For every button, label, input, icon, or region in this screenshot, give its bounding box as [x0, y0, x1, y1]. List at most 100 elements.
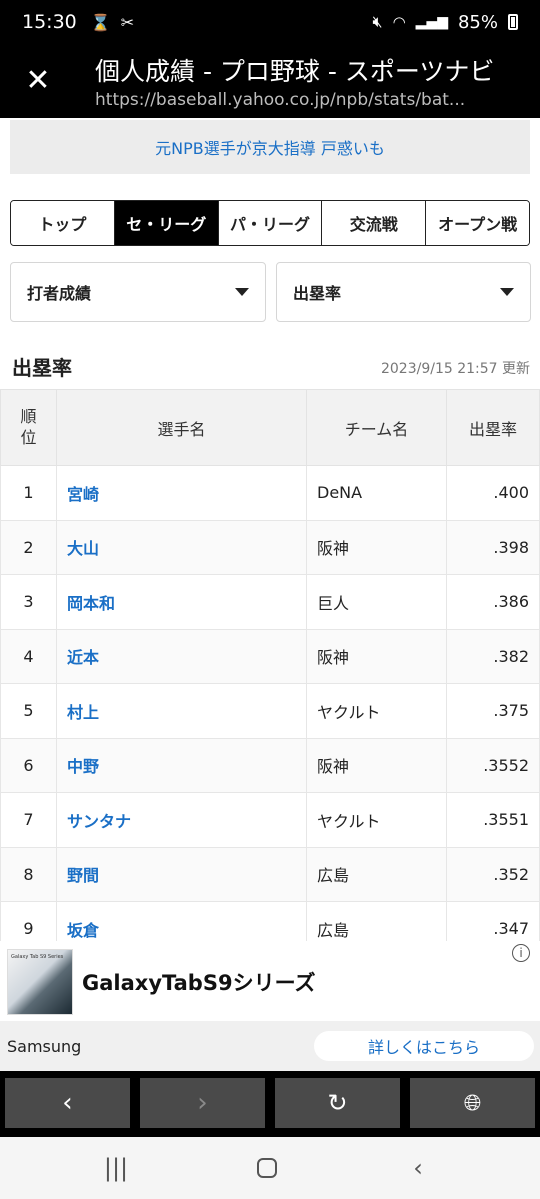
wifi-icon: ◠	[392, 13, 406, 31]
battery-icon	[508, 14, 518, 30]
rank-cell: 9	[0, 901, 57, 941]
back-button[interactable]: ‹	[5, 1078, 130, 1128]
forward-button[interactable]: ›	[140, 1078, 265, 1128]
stats-table: 順位 選手名 チーム名 出塁率 1 宮崎 DeNA .400 2 大山 阪神 .…	[0, 389, 540, 941]
rank-cell: 5	[0, 683, 57, 739]
stat-select[interactable]: 出塁率	[276, 262, 531, 322]
ad-headline[interactable]: GalaxyTabS9シリーズ	[82, 971, 316, 995]
stat-select-value: 出塁率	[293, 284, 342, 303]
updated-timestamp: 2023/9/15 21:57 更新	[380, 361, 530, 377]
player-link[interactable]: 中野	[67, 757, 100, 777]
ad-info-icon[interactable]: i	[512, 944, 530, 962]
table-row: 4 近本 阪神 .382	[0, 628, 540, 684]
hourglass-icon: ⌛	[90, 12, 111, 32]
browser-title-bar: ✕ 個人成績 - プロ野球 - スポーツナビ https://baseball.…	[0, 44, 540, 118]
team-cell: DeNA	[306, 465, 447, 521]
player-cell: 大山	[56, 519, 307, 575]
ad-footer: Samsung 詳しくはこちら	[0, 1021, 540, 1071]
player-cell: 坂倉	[56, 901, 307, 941]
player-link[interactable]: 宮崎	[67, 484, 100, 504]
obp-cell: .352	[446, 846, 540, 902]
ad-image-caption: Galaxy Tab S9 Series	[11, 954, 64, 960]
caret-down-icon	[500, 288, 514, 296]
scissors-icon: ✂	[120, 12, 135, 32]
battery-level: 85%	[457, 11, 498, 33]
table-row: 8 野間 広島 .352	[0, 846, 540, 902]
ad-cta-button[interactable]: 詳しくはこちら	[314, 1031, 534, 1061]
team-cell: ヤクルト	[306, 683, 447, 739]
table-row: 1 宮崎 DeNA .400	[0, 465, 540, 521]
globe-icon: 🌐︎	[463, 1090, 482, 1116]
reload-icon: ↻	[327, 1089, 348, 1117]
header-player-name: 選手名	[56, 389, 307, 466]
ad-banner[interactable]: Galaxy Tab S9 Series GalaxyTabS9シリーズ i S…	[0, 941, 540, 1071]
stats-table-viewport[interactable]: 順位 選手名 チーム名 出塁率 1 宮崎 DeNA .400 2 大山 阪神 .…	[0, 389, 540, 941]
caret-down-icon	[235, 288, 249, 296]
player-link[interactable]: 村上	[67, 702, 100, 722]
news-banner-link[interactable]: 元NPB選手が京大指導 戸惑いも	[10, 120, 530, 174]
close-icon[interactable]: ✕	[25, 62, 51, 98]
signal-icon: ▂▄▆	[415, 14, 448, 30]
chevron-left-icon: ‹	[62, 1088, 73, 1118]
tab-central-league[interactable]: セ・リーグ	[113, 201, 218, 245]
team-cell: ヤクルト	[306, 792, 447, 848]
rank-cell: 6	[0, 737, 57, 793]
player-link[interactable]: サンタナ	[67, 811, 132, 831]
rank-cell: 7	[0, 792, 57, 848]
chevron-right-icon: ›	[197, 1088, 208, 1118]
obp-cell: .3552	[446, 737, 540, 793]
player-link[interactable]: 岡本和	[67, 593, 116, 613]
player-cell: 中野	[56, 737, 307, 793]
player-cell: サンタナ	[56, 792, 307, 848]
obp-cell: .400	[446, 465, 540, 521]
player-link[interactable]: 大山	[67, 539, 100, 559]
browser-nav-bar: ‹ › ↻ 🌐︎	[0, 1071, 540, 1137]
league-tabs: トップ セ・リーグ パ・リーグ 交流戦 オープン戦	[10, 200, 530, 246]
section-title: 出塁率	[12, 356, 72, 380]
mute-icon: 🔇︎	[372, 12, 383, 31]
player-cell: 村上	[56, 683, 307, 739]
home-icon[interactable]	[247, 1151, 287, 1185]
obp-cell: .3551	[446, 792, 540, 848]
rank-cell: 4	[0, 628, 57, 684]
table-row: 5 村上 ヤクルト .375	[0, 683, 540, 739]
player-cell: 近本	[56, 628, 307, 684]
category-select-value: 打者成績	[27, 284, 92, 303]
team-cell: 巨人	[306, 574, 447, 630]
player-link[interactable]: 近本	[67, 648, 100, 668]
obp-cell: .375	[446, 683, 540, 739]
obp-cell: .382	[446, 628, 540, 684]
status-time: 15:30	[22, 11, 77, 33]
open-in-browser-button[interactable]: 🌐︎	[410, 1078, 535, 1128]
table-row: 7 サンタナ ヤクルト .3551	[0, 792, 540, 848]
team-cell: 阪神	[306, 737, 447, 793]
tab-top[interactable]: トップ	[11, 201, 114, 245]
page-url[interactable]: https://baseball.yahoo.co.jp/npb/stats/b…	[95, 90, 466, 110]
team-cell: 広島	[306, 846, 447, 902]
player-cell: 野間	[56, 846, 307, 902]
rank-cell: 3	[0, 574, 57, 630]
tab-open-games[interactable]: オープン戦	[425, 201, 529, 245]
ad-product-image[interactable]: Galaxy Tab S9 Series	[7, 949, 73, 1015]
team-cell: 広島	[306, 901, 447, 941]
recent-apps-icon[interactable]: |||	[103, 1154, 129, 1182]
obp-cell: .347	[446, 901, 540, 941]
table-row: 9 坂倉 広島 .347	[0, 901, 540, 941]
table-row: 6 中野 阪神 .3552	[0, 737, 540, 793]
back-icon[interactable]: ‹	[413, 1154, 423, 1182]
obp-cell: .386	[446, 574, 540, 630]
reload-button[interactable]: ↻	[275, 1078, 400, 1128]
page-title: 個人成績 - プロ野球 - スポーツナビ	[95, 57, 495, 86]
tab-interleague[interactable]: 交流戦	[321, 201, 426, 245]
team-cell: 阪神	[306, 628, 447, 684]
header-rank: 順位	[0, 389, 57, 466]
player-link[interactable]: 野間	[67, 866, 100, 886]
rank-cell: 1	[0, 465, 57, 521]
player-cell: 宮崎	[56, 465, 307, 521]
tab-pacific-league[interactable]: パ・リーグ	[217, 201, 322, 245]
header-rank-label: 順位	[20, 406, 37, 447]
player-link[interactable]: 坂倉	[67, 920, 100, 940]
ad-advertiser: Samsung	[7, 1037, 82, 1056]
obp-cell: .398	[446, 519, 540, 575]
category-select[interactable]: 打者成績	[10, 262, 266, 322]
